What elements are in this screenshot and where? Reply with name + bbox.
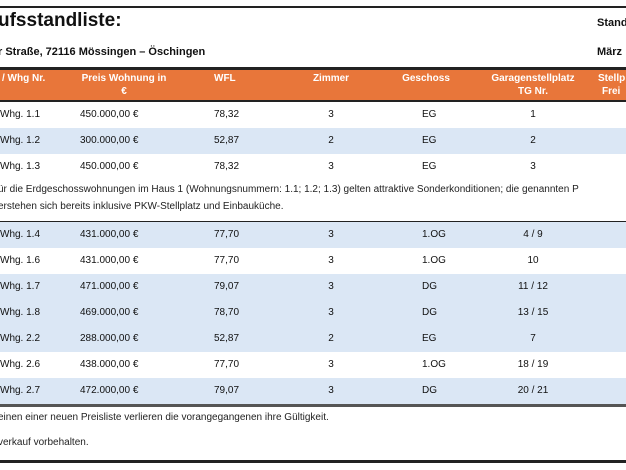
- header-geschoss: Geschoss: [402, 73, 450, 84]
- cell-tg: 13 / 15: [517, 307, 549, 318]
- cell-zimmer: 2: [328, 135, 334, 146]
- cell-tg: 7: [530, 333, 536, 344]
- cell-wfl: 52,87: [214, 333, 240, 344]
- note-validity: einen einer neuen Preisliste verlieren d…: [0, 412, 329, 423]
- cell-geschoss: 1.OG: [422, 229, 446, 240]
- date: März: [597, 46, 623, 58]
- cell-preis: 300.000,00 €: [80, 135, 139, 146]
- cell-zimmer: 3: [328, 229, 334, 240]
- cell-preis: 472.000,00 €: [80, 385, 139, 396]
- address: r Straße, 72116 Mössingen – Öschingen: [0, 46, 206, 58]
- cell-preis: 450.000,00 €: [80, 161, 139, 172]
- header-preis-l2: €: [121, 86, 127, 97]
- cell-wfl: 77,70: [214, 229, 240, 240]
- cell-preis: 288.000,00 €: [80, 333, 139, 344]
- cell-preis: 469.000,00 €: [80, 307, 139, 318]
- table-row: Whg. 2.6 438.000,00 € 77,70 3 1.OG 18 / 19: [0, 352, 626, 378]
- header-bottom-rule: [0, 100, 626, 102]
- header-preis-l1: Preis Wohnung in: [81, 73, 167, 84]
- cell-geschoss: DG: [422, 307, 437, 318]
- cell-wfl: 77,70: [214, 359, 240, 370]
- cell-wfl: 77,70: [214, 255, 240, 266]
- cell-wfl: 78,70: [214, 307, 240, 318]
- cell-zimmer: 3: [328, 281, 334, 292]
- cell-nr: Whg. 1.6: [0, 255, 41, 266]
- cell-zimmer: 3: [328, 385, 334, 396]
- cell-zimmer: 2: [328, 333, 334, 344]
- cell-geschoss: 1.OG: [422, 255, 446, 266]
- stand-label: Stand: [597, 17, 626, 29]
- cell-nr: Whg. 1.2: [0, 135, 41, 146]
- cell-tg: 1: [530, 109, 536, 120]
- cell-wfl: 78,32: [214, 109, 240, 120]
- cell-nr: Whg. 1.1: [0, 109, 41, 120]
- cell-zimmer: 3: [328, 359, 334, 370]
- table-row: Whg. 2.2 288.000,00 € 52,87 2 EG 7: [0, 326, 626, 352]
- table-row: Whg. 1.7 471.000,00 € 79,07 3 DG 11 / 12: [0, 274, 626, 300]
- cell-preis: 450.000,00 €: [80, 109, 139, 120]
- cell-zimmer: 3: [328, 307, 334, 318]
- cell-nr: Whg. 1.7: [0, 281, 41, 292]
- cell-nr: Whg. 2.2: [0, 333, 41, 344]
- cell-wfl: 79,07: [214, 385, 240, 396]
- note-sale: verkauf vorbehalten.: [0, 437, 89, 448]
- table-row: Whg. 1.8 469.000,00 € 78,70 3 DG 13 / 15: [0, 300, 626, 326]
- header-nr: / Whg Nr.: [2, 73, 46, 84]
- note-ground-floor-l2: erstehen sich bereits inklusive PKW-Stel…: [0, 201, 284, 212]
- cell-tg: 11 / 12: [518, 281, 548, 292]
- cell-nr: Whg. 2.6: [0, 359, 41, 370]
- cell-preis: 471.000,00 €: [80, 281, 139, 292]
- cell-preis: 431.000,00 €: [80, 229, 139, 240]
- note-ground-floor-l1: ür die Erdgeschosswohnungen im Haus 1 (W…: [0, 184, 579, 195]
- header-zimmer: Zimmer: [312, 73, 350, 84]
- table-row: Whg. 1.4 431.000,00 € 77,70 3 1.OG 4 / 9: [0, 222, 626, 248]
- table-row: Whg. 1.2 300.000,00 € 52,87 2 EG 2: [0, 128, 626, 154]
- cell-wfl: 79,07: [214, 281, 240, 292]
- cell-geschoss: 1.OG: [422, 359, 446, 370]
- cell-preis: 431.000,00 €: [80, 255, 139, 266]
- header-stell-l1: Stellp: [598, 73, 626, 84]
- cell-geschoss: DG: [422, 385, 437, 396]
- cell-preis: 438.000,00 €: [80, 359, 139, 370]
- cell-geschoss: EG: [422, 109, 437, 120]
- header-garage-l1: Garagenstellplatz: [491, 73, 575, 84]
- table-row: Whg. 1.3 450.000,00 € 78,32 3 EG 3: [0, 154, 626, 180]
- cell-nr: Whg. 1.4: [0, 229, 41, 240]
- cell-tg: 3: [530, 161, 536, 172]
- cell-tg: 10: [527, 255, 539, 266]
- header-stell-l2: Frei: [602, 86, 621, 97]
- table-row: Whg. 1.6 431.000,00 € 77,70 3 1.OG 10: [0, 248, 626, 274]
- cell-wfl: 78,32: [214, 161, 240, 172]
- cell-geschoss: EG: [422, 135, 437, 146]
- cell-geschoss: DG: [422, 281, 437, 292]
- top-rule: [0, 6, 626, 8]
- cell-tg: 18 / 19: [517, 359, 549, 370]
- cell-nr: Whg. 2.7: [0, 385, 41, 396]
- table-header: / Whg Nr. Preis Wohnung in € WFL Zimmer …: [0, 70, 626, 100]
- cell-zimmer: 3: [328, 109, 334, 120]
- group2-rule: [0, 221, 626, 222]
- table-row: Whg. 1.1 450.000,00 € 78,32 3 EG 1: [0, 102, 626, 128]
- cell-nr: Whg. 1.8: [0, 307, 41, 318]
- table-row: Whg. 2.7 472.000,00 € 79,07 3 DG 20 / 21: [0, 378, 626, 404]
- cell-geschoss: EG: [422, 333, 437, 344]
- cell-geschoss: EG: [422, 161, 437, 172]
- header-garage-l2: TG Nr.: [517, 86, 548, 97]
- cell-zimmer: 3: [328, 255, 334, 266]
- cell-tg: 4 / 9: [523, 229, 543, 240]
- cell-nr: Whg. 1.3: [0, 161, 41, 172]
- bottom-rule: [0, 460, 626, 463]
- page-title: ufsstandliste:: [0, 10, 122, 31]
- header-rule: [0, 67, 626, 70]
- cell-tg: 2: [530, 135, 536, 146]
- cell-zimmer: 3: [328, 161, 334, 172]
- cell-wfl: 52,87: [214, 135, 240, 146]
- table-bottom-rule: [0, 404, 626, 407]
- header-wfl: WFL: [214, 73, 236, 84]
- cell-tg: 20 / 21: [517, 385, 549, 396]
